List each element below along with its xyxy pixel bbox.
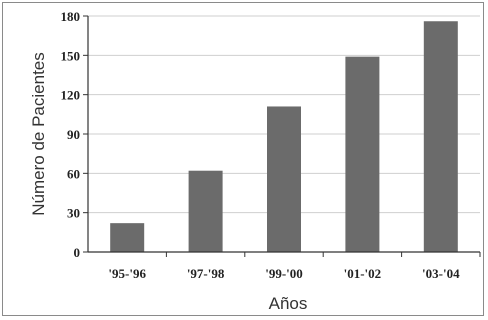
y-tick-label: 60 xyxy=(67,166,80,181)
bar xyxy=(345,56,380,253)
x-tick-label: '97-'98 xyxy=(187,266,225,281)
bars xyxy=(110,21,458,253)
y-tick-label: 90 xyxy=(67,127,80,142)
bar xyxy=(110,223,145,252)
axes xyxy=(83,15,481,257)
y-axis-label: Número de Pacientes xyxy=(29,52,48,215)
gridlines xyxy=(88,15,480,214)
x-tick-label: '01-'02 xyxy=(344,266,382,281)
x-tick-labels: '95-'96 '97-'98 '99-'00 '01-'02 '03-'04 xyxy=(108,266,460,281)
x-axis-label: Años xyxy=(269,294,308,313)
y-tick-label: 150 xyxy=(61,48,81,63)
bar xyxy=(423,21,458,252)
y-tick-label: 180 xyxy=(61,9,81,24)
bar xyxy=(188,170,223,252)
y-tick-label: 120 xyxy=(61,88,81,103)
x-tick-label: '03-'04 xyxy=(422,266,460,281)
y-tick-label: 0 xyxy=(74,245,81,260)
y-tick-label: 30 xyxy=(67,206,80,221)
y-tick-labels: 0 30 60 90 120 150 180 xyxy=(61,9,81,260)
bar xyxy=(267,106,301,252)
x-tick-label: '95-'96 xyxy=(108,266,146,281)
chart-frame xyxy=(2,2,484,316)
x-tick-label: '99-'00 xyxy=(265,266,303,281)
